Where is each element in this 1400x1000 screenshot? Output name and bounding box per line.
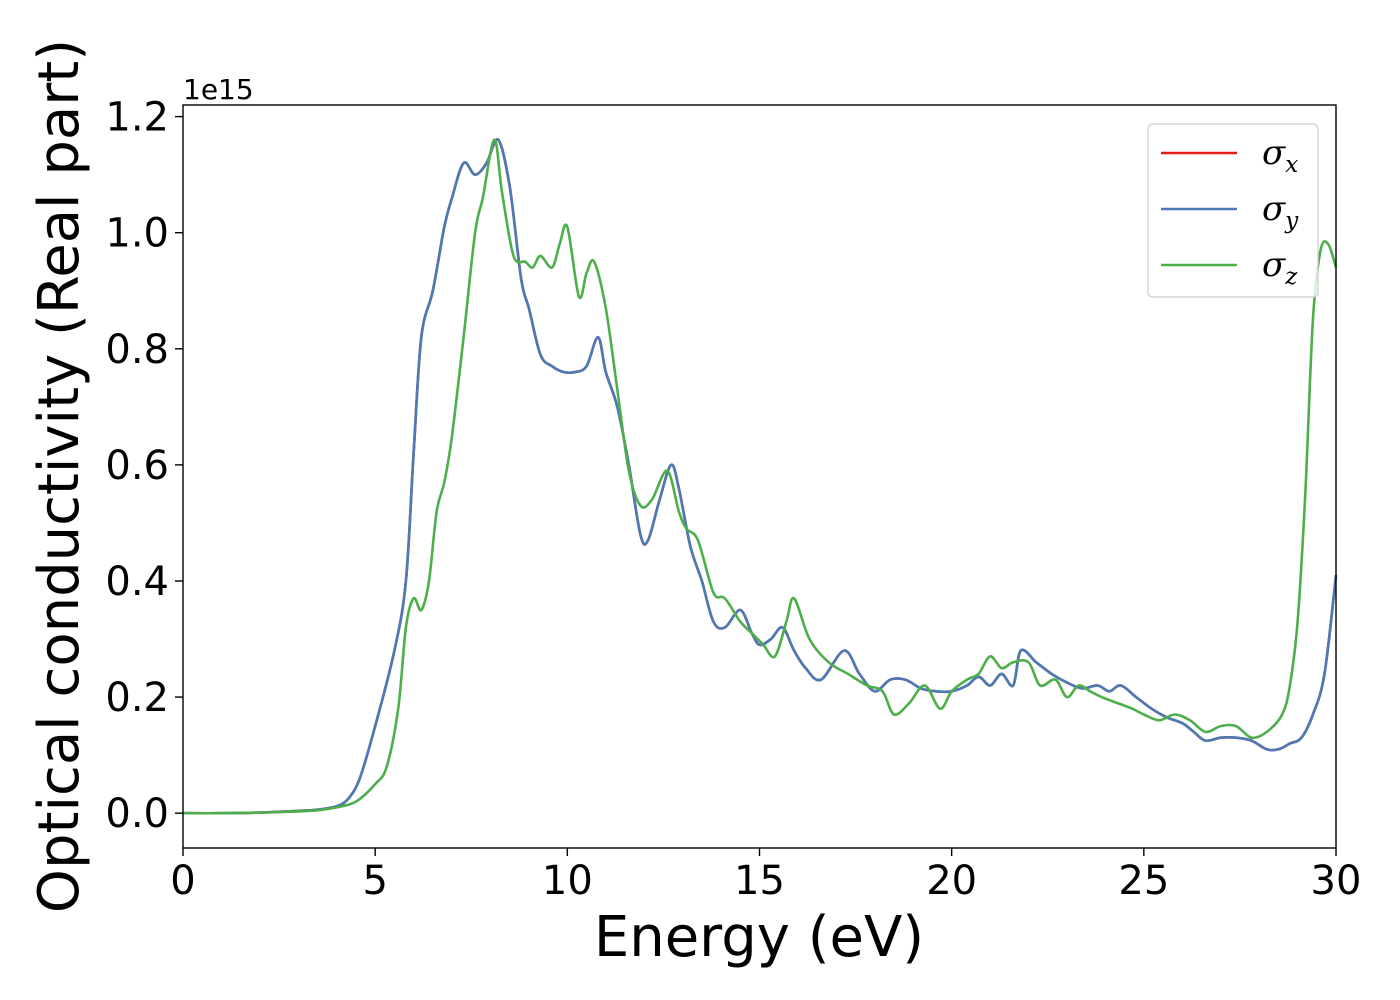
y-tick-label: 0.8 [105,327,169,373]
x-tick-label: 15 [734,858,785,904]
legend-label-z: σz [1262,245,1298,290]
x-axis: 0 5 10 15 20 25 30 [170,848,1361,904]
x-tick-label: 20 [926,858,977,904]
legend: σx σy σz [1147,123,1319,298]
y-offset-label: 1e15 [183,73,254,106]
legend-label-x: σx [1262,133,1298,178]
y-axis: 0.0 0.2 0.4 0.6 0.8 1.0 1.2 [105,95,183,837]
x-tick-label: 0 [170,858,195,904]
y-tick-label: 1.0 [105,211,169,257]
y-tick-label: 0.4 [105,559,169,605]
x-tick-label: 10 [542,858,593,904]
x-axis-title: Energy (eV) [594,905,924,970]
series-line-z [182,138,1338,815]
legend-box [1147,123,1319,298]
series-layer [182,138,1338,815]
y-tick-label: 0.0 [105,791,169,837]
x-tick-label: 30 [1311,858,1362,904]
y-axis-title: Optical conductivity (Real part) [27,39,92,913]
legend-label-y: σy [1262,189,1299,234]
x-tick-label: 25 [1118,858,1169,904]
y-tick-label: 1.2 [105,95,169,141]
x-tick-label: 5 [362,858,387,904]
y-tick-label: 0.2 [105,675,169,721]
y-tick-label: 0.6 [105,443,169,489]
